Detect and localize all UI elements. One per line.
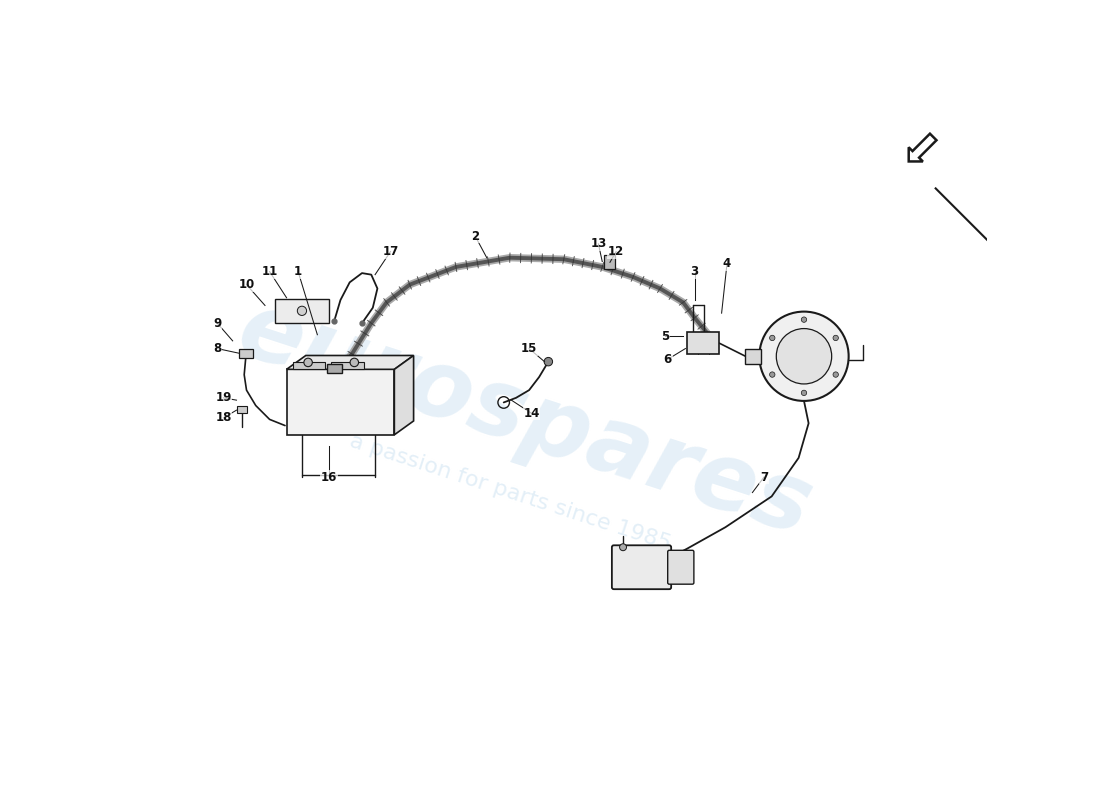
Text: 14: 14 [524,406,540,420]
Circle shape [833,372,838,378]
FancyBboxPatch shape [612,546,671,589]
Text: 2: 2 [471,230,480,242]
Text: 15: 15 [521,342,537,355]
Text: 3: 3 [691,265,698,278]
FancyBboxPatch shape [275,298,329,323]
Text: 16: 16 [321,470,337,484]
Circle shape [297,306,307,315]
Circle shape [770,335,776,341]
FancyBboxPatch shape [239,349,253,358]
Circle shape [619,544,627,550]
Circle shape [544,358,552,366]
Text: 11: 11 [262,265,277,278]
Text: eurospares: eurospares [227,283,824,555]
Text: 18: 18 [216,411,232,424]
FancyBboxPatch shape [331,362,363,370]
Circle shape [350,358,359,366]
FancyBboxPatch shape [286,370,395,435]
Text: 10: 10 [239,278,254,291]
Text: 17: 17 [383,245,398,258]
Circle shape [759,311,848,401]
FancyBboxPatch shape [604,255,615,270]
Text: 12: 12 [608,245,624,258]
Text: 19: 19 [216,391,232,404]
Text: 8: 8 [213,342,221,355]
Circle shape [801,390,806,395]
FancyBboxPatch shape [686,332,719,354]
Circle shape [304,358,312,366]
FancyBboxPatch shape [746,349,761,364]
FancyBboxPatch shape [236,406,248,414]
Circle shape [801,317,806,322]
Text: 13: 13 [591,238,606,250]
Text: 9: 9 [213,317,221,330]
Circle shape [770,372,776,378]
Circle shape [777,329,832,384]
Text: 6: 6 [663,353,672,366]
Text: a passion for parts since 1985: a passion for parts since 1985 [346,431,673,554]
FancyBboxPatch shape [668,550,694,584]
Text: 7: 7 [760,470,768,484]
Circle shape [833,335,838,341]
Text: 5: 5 [661,330,670,342]
Polygon shape [286,355,414,370]
Text: 4: 4 [723,258,732,270]
FancyBboxPatch shape [293,362,326,370]
Text: 1: 1 [294,265,302,278]
FancyBboxPatch shape [327,364,342,373]
Polygon shape [395,355,414,435]
